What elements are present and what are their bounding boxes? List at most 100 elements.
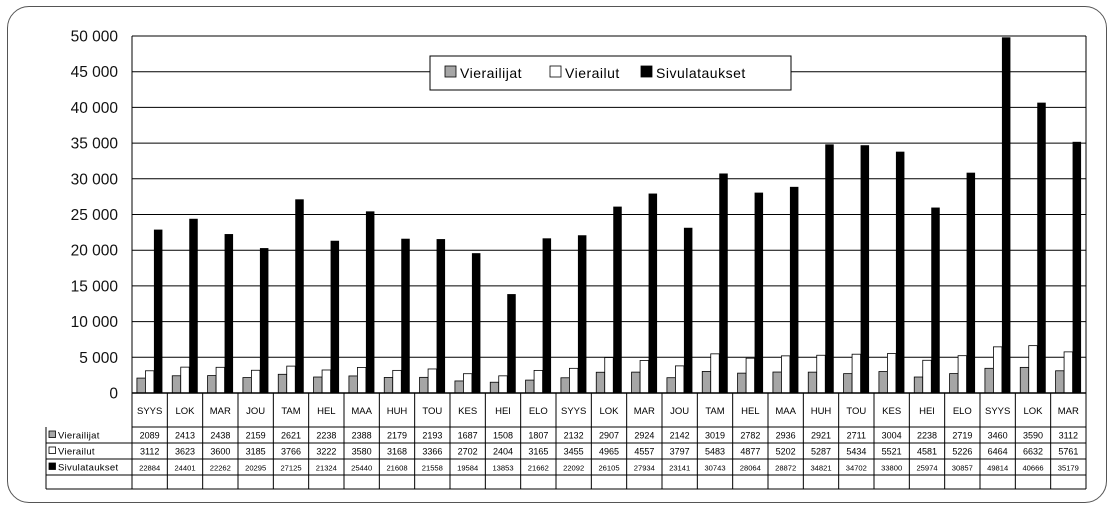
bar-vierailijat [701, 371, 712, 394]
bar-vierailut [145, 370, 155, 394]
bar-sivulataukset [542, 238, 552, 393]
bar-vierailijat [666, 377, 676, 394]
table-cell: 5202 [776, 446, 796, 456]
bar-vierailut [251, 369, 261, 394]
x-category-label: MAR [210, 406, 231, 417]
bar-vierailijat [136, 377, 146, 394]
x-category-label: TOU [846, 406, 866, 417]
x-category-label: HEI [495, 406, 511, 417]
table-cell: 2782 [740, 430, 760, 440]
bar-vierailijat [525, 379, 535, 394]
bar-vierailut [533, 369, 543, 394]
x-category-label: LOK [175, 406, 195, 417]
bar-vierailijat [949, 373, 959, 394]
bar-vierailut [922, 359, 932, 394]
table-cell: 30743 [704, 463, 725, 472]
bar-vierailijat [277, 373, 288, 394]
bar-vierailut [357, 367, 367, 394]
table-cell: 3455 [564, 446, 584, 456]
table-cell: 3766 [281, 446, 301, 456]
x-category-label: HUH [387, 406, 408, 417]
table-cell: 2907 [599, 430, 619, 440]
x-category-label: HEI [919, 406, 935, 417]
x-category-label: HEL [317, 406, 335, 417]
x-category-label: TAM [705, 406, 724, 417]
table-cell: 2702 [458, 446, 478, 456]
bar-vierailijat [1055, 370, 1065, 394]
bar-vierailijat [984, 367, 994, 394]
y-tick-label: 30 000 [71, 171, 119, 188]
x-category-label: ELO [953, 406, 972, 417]
bar-vierailut [180, 366, 190, 394]
table-cell: 1508 [493, 430, 513, 440]
table-cell: 3004 [882, 430, 902, 440]
table-row-label: Vierailijat [58, 431, 100, 442]
bar-vierailijat [207, 375, 217, 394]
bar-vierailijat [1019, 366, 1030, 394]
bar-vierailut [851, 353, 861, 394]
bar-sivulataukset [648, 193, 658, 393]
bar-vierailut [993, 346, 1003, 394]
table-cell: 3580 [352, 446, 372, 456]
table-cell: 5761 [1058, 446, 1078, 456]
table-cell: 2719 [952, 430, 972, 440]
x-category-label: JOU [246, 406, 265, 417]
y-tick-label: 45 000 [71, 64, 119, 81]
x-category-label: HUH [811, 406, 832, 417]
y-tick-label: 5 000 [79, 350, 118, 367]
bar-vierailijat [772, 371, 782, 394]
table-cell: 3112 [1059, 430, 1078, 440]
bar-sivulataukset [507, 294, 516, 393]
table-cell: 34821 [810, 463, 831, 472]
x-category-label: TOU [422, 406, 442, 417]
x-category-label: SYYS [137, 406, 162, 417]
bar-sivulataukset [436, 239, 446, 393]
table-cell: 5434 [846, 446, 866, 456]
bar-vierailut [392, 369, 402, 394]
bar-vierailut [498, 375, 508, 394]
legend-swatch-vierailijat [444, 65, 457, 78]
table-cell: 2089 [140, 430, 160, 440]
table-cell: 3590 [1023, 430, 1043, 440]
table-cell: 22092 [563, 463, 584, 472]
bar-sivulataukset [719, 173, 728, 393]
table-cell: 3168 [387, 446, 407, 456]
bar-vierailut [639, 360, 649, 394]
bar-vierailijat [560, 377, 570, 394]
table-cell: 2238 [917, 430, 937, 440]
x-category-label: HEL [741, 406, 759, 417]
y-tick-label: 40 000 [71, 100, 119, 117]
x-category-label: MAR [634, 406, 655, 417]
bar-vierailut [781, 355, 791, 394]
bar-sivulataukset [1001, 37, 1011, 393]
legend [429, 55, 792, 91]
bar-vierailijat [454, 380, 464, 394]
x-category-label: TAM [281, 406, 300, 417]
bar-vierailijat [383, 377, 394, 394]
table-cell: 28872 [775, 463, 796, 472]
table-cell: 2132 [564, 430, 584, 440]
y-tick-label: 35 000 [71, 136, 119, 153]
table-cell: 2924 [634, 430, 654, 440]
bar-vierailut [1063, 351, 1073, 394]
x-category-label: KES [882, 406, 901, 417]
table-cell: 4557 [634, 446, 654, 456]
bar-sivulataukset [365, 211, 375, 393]
bar-vierailut [321, 369, 331, 394]
bar-sivulataukset [683, 227, 693, 393]
table-cell: 6464 [988, 446, 1008, 456]
table-cell: 22262 [210, 463, 231, 472]
table-cell: 34702 [846, 463, 867, 472]
x-category-label: MAA [775, 406, 796, 417]
bar-vierailut [569, 367, 579, 394]
bar-sivulataukset [224, 234, 234, 393]
bar-vierailut [286, 365, 296, 394]
legend-label: Vierailut [565, 65, 620, 81]
bar-vierailijat [348, 375, 358, 394]
table-cell: 21608 [386, 463, 407, 472]
bar-sivulataukset [577, 235, 587, 393]
table-cell: 3600 [210, 446, 230, 456]
table-cell: 2193 [422, 430, 442, 440]
table-cell: 2438 [210, 430, 230, 440]
table-cell: 5226 [952, 446, 972, 456]
